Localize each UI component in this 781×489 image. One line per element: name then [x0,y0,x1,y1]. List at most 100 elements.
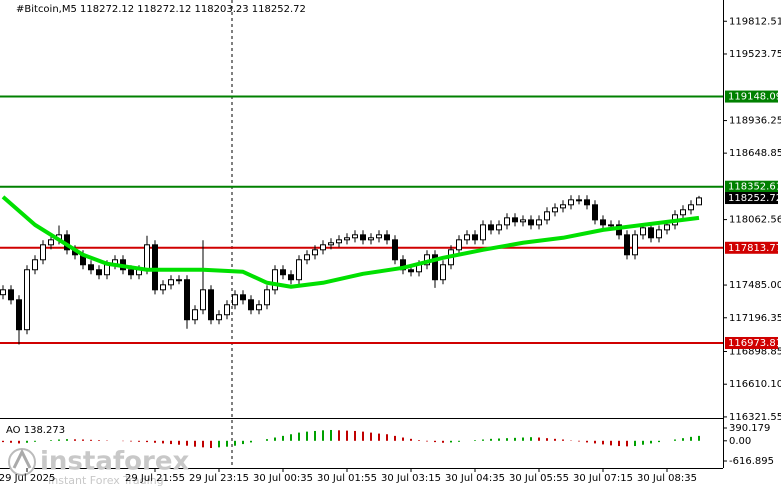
y-tick-label: 118062.56 [729,215,781,226]
candle-body [144,244,150,271]
chart-title: #Bitcoin,M5 118272.12 118272.12 118203.2… [16,4,306,15]
indicator-y-tick-label: 390.179 [729,423,770,434]
level-label-box [725,336,778,349]
candle-body [384,234,390,241]
plot-area [0,95,723,345]
x-tick-label: 30 Jul 00:35 [253,473,313,484]
candle-body [496,224,502,231]
candle-body [304,254,310,261]
candle-body [160,284,166,291]
candle-body [512,217,518,223]
candle-body [544,211,550,221]
candle-body [104,264,110,276]
candle-body [640,227,646,236]
candle-body [680,209,686,216]
level-label-box [725,90,778,103]
candle-body [32,259,38,271]
candle-body [480,224,486,241]
level-label: 117813.77 [728,243,781,254]
y-tick-label: 117196.35 [729,313,781,324]
candle-body [264,289,270,306]
indicator-y-tick-label: -616.895 [729,456,774,467]
candle-body [48,239,54,246]
labels: 119812.51 119523.75 118936.25 118648.85 1180… [725,16,781,423]
candle-body [696,197,702,206]
candle-body [96,269,102,276]
x-tick-label: 30 Jul 03:15 [381,473,441,484]
candle-body [320,244,326,251]
y-tick-label: 118936.25 [729,116,781,127]
candle-body [504,217,510,226]
candle-body [576,199,582,202]
candle-body [552,207,558,213]
x-tick-label: 30 Jul 04:35 [445,473,505,484]
moving-average [1,195,700,289]
indicator-title: AO 138.273 [6,425,65,436]
candle-body [40,244,46,261]
candle-body [176,279,182,282]
candle-body [608,224,614,227]
candle-body [456,239,462,251]
x-tick-label: 29 Jul 21:55 [125,473,185,484]
candle-body [656,229,662,239]
candle-body [200,289,206,311]
candle-body [624,234,630,256]
logo-mark [12,448,32,469]
y-tick-label: 119812.51 [729,16,781,27]
candle-body [248,299,254,311]
watermark-brand: instaforex [40,447,190,477]
candle-body [536,219,542,226]
candle-body [560,204,566,209]
candle-body [280,269,286,276]
candle-body [688,204,694,211]
candle-body [392,239,398,261]
candle-body [632,234,638,256]
candle-body [224,304,230,316]
candle-body [432,254,438,281]
candle-body [408,269,414,273]
candle-body [168,279,174,286]
candle-body [368,237,374,241]
candle-body [336,239,342,244]
candle-body [24,269,30,331]
candle-body [328,242,334,246]
candle-body [232,294,238,306]
y-tick-label: 118648.85 [729,148,781,159]
x-tick-label: 30 Jul 07:15 [573,473,633,484]
candle-body [600,219,606,226]
candle-body [288,274,294,281]
watermark: instaforex Instant Forex Trading [8,447,190,487]
candle-body [88,264,94,271]
candle-body [568,199,574,206]
x-tick-label: 30 Jul 01:55 [317,473,377,484]
level-label: 116973.81 [728,338,781,349]
candle-body [376,234,382,239]
level-label: 118352.61 [728,182,781,193]
candle-body [648,227,654,239]
level-label: 119148.09 [728,92,781,103]
current-price-box [725,192,778,205]
y-tick-label: 116321.55 [729,412,781,423]
candle-body [664,224,670,231]
x-tick-label: 30 Jul 08:35 [637,473,697,484]
watermark-tagline: Instant Forex Trading [48,474,164,487]
candle-body [360,234,366,241]
candle-body [256,304,262,311]
candle-body [528,219,534,226]
candle-body [344,237,350,241]
y-tick-label: 116898.85 [729,346,781,357]
candle-body [272,269,278,291]
candle-body [8,289,14,301]
candle-body [464,234,470,241]
candle-body [184,279,190,321]
candle-body [520,219,526,223]
y-tick-label: 116610.10 [729,379,781,390]
candle-body [592,204,598,221]
candle-body [128,269,134,276]
y-tick-label: 119523.75 [729,49,781,60]
candle-body [208,289,214,321]
candle-body [216,314,222,321]
candle-body [192,309,198,321]
